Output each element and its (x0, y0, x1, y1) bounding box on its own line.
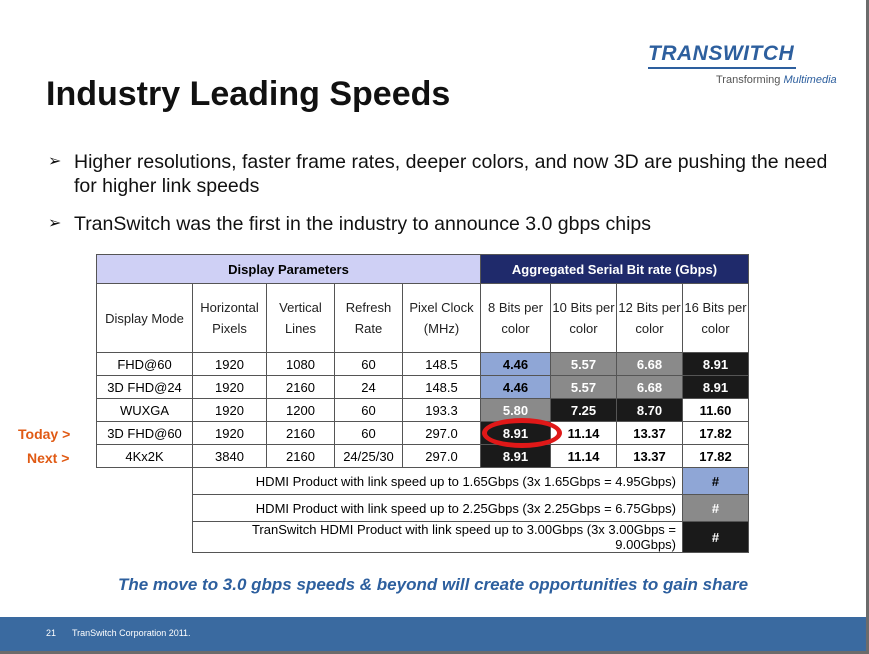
table-cell: 148.5 (402, 352, 481, 376)
table-cell: 13.37 (616, 421, 683, 445)
hdmi-legend-swatch: # (682, 494, 749, 522)
slide-title: Industry Leading Speeds (46, 75, 451, 113)
table-cell: 1200 (266, 398, 335, 422)
table-cell: 7.25 (550, 398, 617, 422)
column-header: Vertical Lines (266, 283, 335, 353)
bullet-list: ➢ Higher resolutions, faster frame rates… (48, 150, 828, 250)
page-number: 21 (46, 628, 57, 638)
column-header: 8 Bits per color (480, 283, 551, 353)
column-header: Pixel Clock (MHz) (402, 283, 481, 353)
table-cell: 11.60 (682, 398, 749, 422)
tagline: The move to 3.0 gbps speeds & beyond wil… (117, 575, 749, 594)
bullet-text: Higher resolutions, faster frame rates, … (74, 151, 828, 197)
display-parameters-table: Display Parameters Aggregated Serial Bit… (96, 254, 749, 553)
table-cell: 297.0 (402, 444, 481, 468)
logo-underline (648, 67, 796, 69)
table-cell: 60 (334, 398, 403, 422)
table-row: 4Kx2K 3840 2160 24/25/30 297.0 8.91 11.1… (96, 444, 749, 468)
table-cell: 2160 (266, 444, 335, 468)
aggregated-bitrate-header: Aggregated Serial Bit rate (Gbps) (480, 254, 749, 284)
bullet-item: ➢ TranSwitch was the first in the indust… (48, 212, 828, 236)
table-cell: 17.82 (682, 421, 749, 445)
hdmi-legend-row: TranSwitch HDMI Product with link speed … (96, 521, 749, 553)
table-cell: 6.68 (616, 352, 683, 376)
transwitch-logo: TRANSWITCH Transforming Multimedia (648, 42, 838, 92)
logo-tagline: Transforming Multimedia (716, 74, 837, 86)
table-cell: 60 (334, 352, 403, 376)
table-cell: 60 (334, 421, 403, 445)
table-cell: 5.80 (480, 398, 551, 422)
table-cell: 6.68 (616, 375, 683, 399)
hdmi-legend-text: TranSwitch HDMI Product with link speed … (192, 521, 683, 553)
table-cell: 4.46 (480, 352, 551, 376)
hdmi-legend-swatch: # (682, 467, 749, 495)
bullet-item: ➢ Higher resolutions, faster frame rates… (48, 150, 828, 198)
table-row: 3D FHD@24 1920 2160 24 148.5 4.46 5.57 6… (96, 375, 749, 399)
table-cell: 193.3 (402, 398, 481, 422)
table-cell: 2160 (266, 421, 335, 445)
table-cell: 11.14 (550, 444, 617, 468)
arrow-bullet-icon: ➢ (48, 153, 62, 170)
table-cell: 8.91 (682, 375, 749, 399)
table-cell: 2160 (266, 375, 335, 399)
table-cell: WUXGA (96, 398, 193, 422)
table-row: 3D FHD@60 1920 2160 60 297.0 8.91 11.14 … (96, 421, 749, 445)
column-header: Display Mode (96, 283, 193, 353)
table-cell: 13.37 (616, 444, 683, 468)
footer-bar: 21 TranSwitch Corporation 2011. (0, 617, 866, 651)
table-cell: 5.57 (550, 352, 617, 376)
footer-copyright: TranSwitch Corporation 2011. (72, 628, 191, 638)
hdmi-legend-row: HDMI Product with link speed up to 2.25G… (96, 494, 749, 522)
column-header: 16 Bits per color (682, 283, 749, 353)
table-cell: 1920 (192, 398, 267, 422)
hdmi-legend-row: HDMI Product with link speed up to 1.65G… (96, 467, 749, 495)
logo-tagline-prefix: Transforming (716, 74, 784, 86)
hdmi-legend-swatch: # (682, 521, 749, 553)
table-cell: 8.91 (480, 444, 551, 468)
table-row: WUXGA 1920 1200 60 193.3 5.80 7.25 8.70 … (96, 398, 749, 422)
display-parameters-header: Display Parameters (96, 254, 481, 284)
table-cell: 3D FHD@24 (96, 375, 193, 399)
table-cell: 4.46 (480, 375, 551, 399)
table-cell: 3D FHD@60 (96, 421, 193, 445)
hdmi-legend-text: HDMI Product with link speed up to 1.65G… (192, 467, 683, 495)
table-cell: FHD@60 (96, 352, 193, 376)
table-row: FHD@60 1920 1080 60 148.5 4.46 5.57 6.68… (96, 352, 749, 376)
table-cell: 1920 (192, 352, 267, 376)
table-cell: 8.70 (616, 398, 683, 422)
column-header: Horizontal Pixels (192, 283, 267, 353)
table-cell: 17.82 (682, 444, 749, 468)
column-header: Refresh Rate (334, 283, 403, 353)
bullet-text: TranSwitch was the first in the industry… (74, 213, 652, 235)
today-label: Today > (18, 426, 71, 442)
table-cell: 3840 (192, 444, 267, 468)
table-cell: 1920 (192, 421, 267, 445)
highlight-circle (482, 418, 562, 448)
logo-tagline-emphasis: Multimedia (783, 74, 837, 86)
table-cell: 1920 (192, 375, 267, 399)
column-header: 12 Bits per color (616, 283, 683, 353)
table-cell: 297.0 (402, 421, 481, 445)
column-header: 10 Bits per color (550, 283, 617, 353)
table-cell: 4Kx2K (96, 444, 193, 468)
hdmi-legend-text: HDMI Product with link speed up to 2.25G… (192, 494, 683, 522)
logo-wordmark: TRANSWITCH (648, 42, 795, 65)
next-label: Next > (27, 450, 70, 466)
table-cell: 8.91 (682, 352, 749, 376)
table-cell: 24/25/30 (334, 444, 403, 468)
table-cell: 1080 (266, 352, 335, 376)
table-cell: 148.5 (402, 375, 481, 399)
arrow-bullet-icon: ➢ (48, 215, 62, 232)
table-cell: 24 (334, 375, 403, 399)
table-cell: 5.57 (550, 375, 617, 399)
